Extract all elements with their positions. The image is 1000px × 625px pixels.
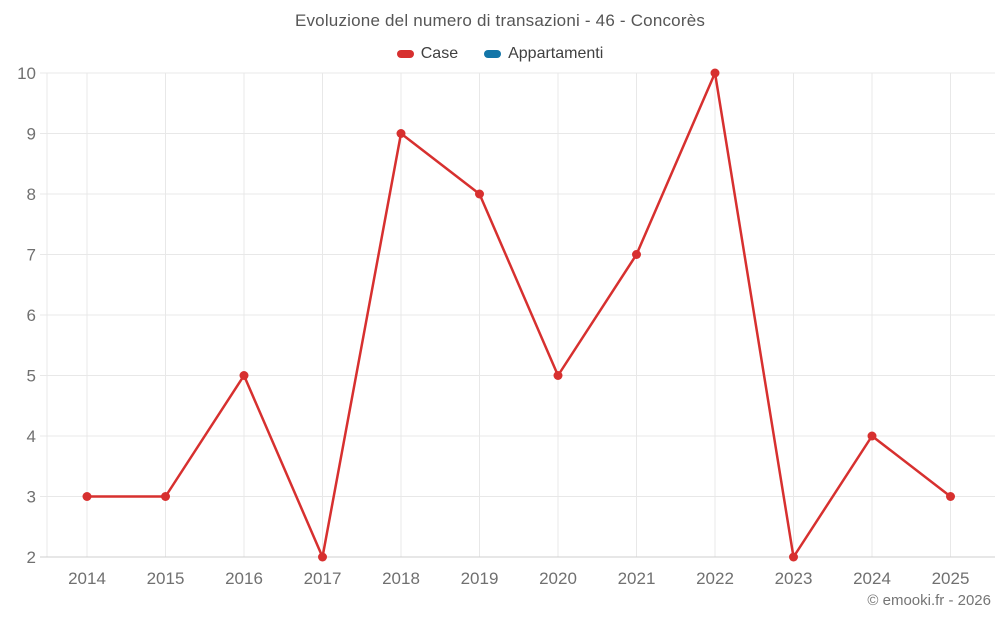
x-axis-tick-label: 2019 [461, 569, 499, 588]
data-point-marker [239, 371, 249, 380]
y-axis-tick-label: 10 [17, 64, 36, 83]
legend-label: Case [420, 45, 459, 62]
y-axis-tick-label: 7 [27, 246, 36, 265]
y-axis-tick-label: 8 [27, 185, 36, 204]
data-point-marker [946, 492, 955, 501]
x-axis-tick-label: 2021 [618, 569, 656, 588]
x-axis-tick-label: 2020 [539, 569, 577, 588]
x-axis-tick-label: 2022 [696, 569, 734, 588]
legend: Case Appartamenti [0, 45, 1000, 63]
data-point-marker [475, 189, 484, 199]
data-point-marker [632, 250, 641, 259]
data-point-marker [710, 68, 720, 78]
x-axis-tick-label: 2023 [775, 569, 813, 588]
data-point-marker [789, 552, 798, 562]
data-point-marker [867, 431, 877, 441]
credit-text: © emooki.fr - 2026 [867, 592, 991, 609]
data-point-marker [553, 371, 563, 380]
x-axis-tick-label: 2024 [853, 569, 891, 588]
legend-swatch-icon [484, 50, 502, 58]
y-axis-tick-label: 4 [27, 427, 36, 446]
chart-title: Evoluzione del numero di transazioni - 4… [294, 11, 706, 30]
x-axis-tick-label: 2014 [68, 569, 106, 588]
x-axis-tick-label: 2017 [304, 569, 342, 588]
legend-item-case[interactable]: Case [396, 45, 459, 63]
series-line-case [85, 71, 952, 559]
x-axis-tick-label: 2018 [382, 569, 420, 588]
legend-item-appartamenti[interactable]: Appartamenti [484, 45, 603, 63]
y-axis-tick-label: 3 [27, 488, 36, 507]
y-axis-tick-label: 6 [27, 306, 36, 325]
x-axis-tick-label: 2025 [932, 569, 970, 588]
data-point-marker [161, 492, 170, 501]
x-axis-tick-label: 2016 [225, 569, 263, 588]
y-axis-tick-label: 5 [27, 367, 36, 386]
data-point-marker [82, 492, 92, 501]
x-axis-tick-label: 2015 [147, 569, 185, 588]
data-point-marker [318, 552, 327, 562]
y-axis-tick-label: 9 [27, 125, 36, 144]
data-point-marker [396, 129, 406, 138]
legend-label: Appartamenti [508, 45, 604, 62]
legend-swatch-icon [396, 50, 414, 58]
y-axis-tick-label: 2 [27, 548, 36, 567]
